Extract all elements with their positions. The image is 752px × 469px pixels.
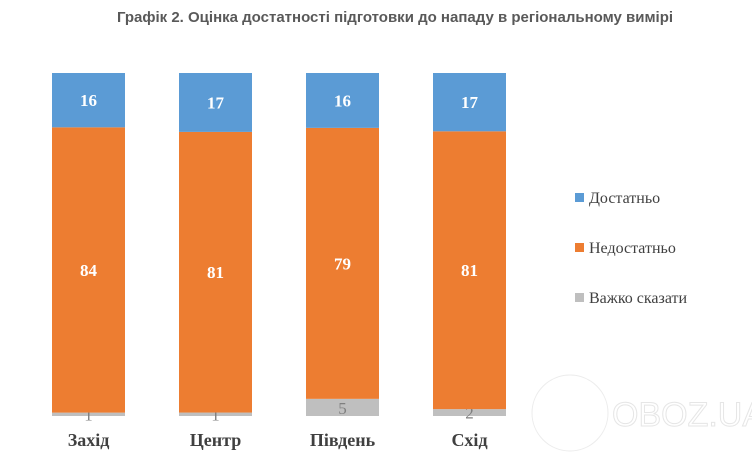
legend-label: Недостатньо: [589, 240, 676, 257]
bar-segment: [306, 73, 379, 128]
data-label: 79: [334, 254, 351, 273]
data-label: 84: [80, 261, 98, 280]
bar-segment: [433, 409, 506, 416]
bar-segment: [433, 131, 506, 410]
legend-label: Достатньо: [589, 190, 660, 207]
data-label: 2: [465, 404, 474, 423]
data-label: 17: [207, 93, 225, 112]
bar-segment: [52, 73, 125, 128]
data-label: 5: [338, 399, 347, 418]
legend-label: Важко сказати: [589, 290, 688, 307]
legend-swatch: [575, 243, 584, 252]
watermark-globe-icon: [531, 374, 609, 452]
bar-segment: [52, 127, 125, 413]
bar-segment: [306, 398, 379, 416]
legend-swatch: [575, 293, 584, 302]
data-label: 16: [80, 91, 97, 110]
bar-segment: [179, 131, 252, 413]
chart-title: Графік 2. Оцінка достатності підготовки …: [116, 9, 674, 26]
data-label: 17: [461, 93, 479, 112]
bar-segment: [306, 127, 379, 399]
bar-segment: [433, 73, 506, 132]
category-label: Захід: [68, 430, 110, 450]
bar-segment: [179, 412, 252, 416]
data-label: 1: [84, 405, 93, 424]
data-label: 81: [461, 261, 478, 280]
data-label: 16: [334, 91, 351, 110]
data-label: 81: [207, 263, 224, 282]
data-label: 1: [211, 405, 220, 424]
bar-segment: [179, 73, 252, 132]
category-label: Центр: [190, 430, 241, 450]
category-label: Схід: [451, 430, 487, 450]
category-label: Південь: [310, 430, 376, 450]
bar-segment: [52, 412, 125, 416]
watermark: OBOZ.UA: [612, 396, 752, 434]
legend-swatch: [575, 193, 584, 202]
